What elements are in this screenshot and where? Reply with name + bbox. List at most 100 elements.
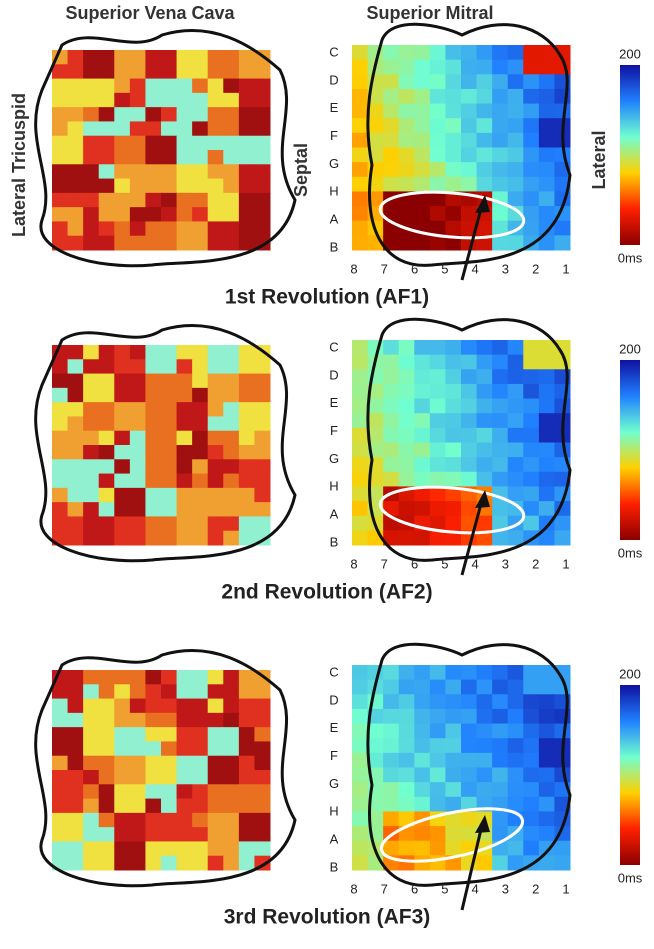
- map-cell: [114, 416, 130, 431]
- map-cell: [254, 741, 270, 756]
- map-cell: [539, 384, 555, 399]
- map-cell: [52, 727, 68, 742]
- map-cell: [83, 359, 99, 374]
- map-cell: [492, 89, 508, 104]
- map-cell: [68, 416, 84, 431]
- map-cell: [208, 699, 224, 714]
- map-cell: [83, 684, 99, 699]
- map-cell: [99, 856, 115, 871]
- map-cell: [492, 413, 508, 428]
- map-cell: [254, 193, 270, 208]
- map-cell: [352, 457, 368, 472]
- map-cell: [223, 756, 239, 771]
- map-cell: [399, 399, 415, 414]
- map-cell: [161, 841, 177, 856]
- map-cell: [223, 359, 239, 374]
- map-cell: [414, 724, 430, 739]
- map-cell: [399, 133, 415, 148]
- map-cell: [523, 724, 539, 739]
- map-cell: [208, 207, 224, 222]
- map-cell: [161, 670, 177, 685]
- map-cell: [177, 799, 193, 814]
- map-cell: [83, 770, 99, 785]
- map-cell: [68, 770, 84, 785]
- map-cell: [239, 784, 255, 799]
- header-left: Superior Vena Cava: [65, 3, 235, 23]
- map-cell: [223, 445, 239, 460]
- map-cell: [414, 399, 430, 414]
- map-cell: [430, 133, 446, 148]
- map-cell: [52, 488, 68, 503]
- map-cell: [539, 74, 555, 89]
- row-label: A: [330, 212, 339, 227]
- map-cell: [208, 827, 224, 842]
- map-cell: [99, 699, 115, 714]
- map-cell: [414, 680, 430, 695]
- map-cell: [445, 104, 461, 119]
- map-cell: [114, 813, 130, 828]
- map-cell: [492, 709, 508, 724]
- map-cell: [177, 727, 193, 742]
- map-cell: [492, 399, 508, 414]
- map-cell: [83, 193, 99, 208]
- map-cell: [508, 60, 524, 75]
- map-cell: [477, 118, 493, 133]
- map-cell: [99, 136, 115, 151]
- map-cell: [83, 79, 99, 94]
- map-cell: [254, 488, 270, 503]
- map-cell: [492, 665, 508, 680]
- map-cell: [508, 724, 524, 739]
- map-cell: [477, 753, 493, 768]
- map-cell: [445, 60, 461, 75]
- map-cell: [223, 93, 239, 108]
- map-cell: [223, 531, 239, 546]
- map-cell: [430, 60, 446, 75]
- map-cell: [145, 770, 161, 785]
- map-cell: [430, 768, 446, 783]
- map-cell: [352, 118, 368, 133]
- map-cell: [239, 813, 255, 828]
- map-cell: [254, 799, 270, 814]
- map-cell: [130, 50, 146, 65]
- map-cell: [399, 162, 415, 177]
- map-cell: [461, 60, 477, 75]
- map-cell: [161, 345, 177, 360]
- map-cell: [83, 221, 99, 236]
- map-cell: [399, 709, 415, 724]
- colorbar-min: 0ms: [618, 870, 643, 885]
- map-cell: [68, 359, 84, 374]
- map-cell: [554, 841, 570, 856]
- col-label: 1: [562, 261, 569, 276]
- col-label: 2: [532, 261, 539, 276]
- map-cell: [208, 164, 224, 179]
- map-cell: [239, 741, 255, 756]
- map-cell: [223, 713, 239, 728]
- map-cell: [130, 841, 146, 856]
- map-cell: [352, 399, 368, 414]
- map-cell: [223, 684, 239, 699]
- map-cell: [192, 236, 208, 251]
- map-cell: [477, 177, 493, 192]
- map-cell: [161, 64, 177, 79]
- map-cell: [192, 856, 208, 871]
- map-cell: [477, 369, 493, 384]
- map-cell: [254, 79, 270, 94]
- map-cell: [192, 799, 208, 814]
- map-cell: [414, 177, 430, 192]
- map-cell: [445, 782, 461, 797]
- map-cell: [130, 150, 146, 165]
- map-cell: [130, 799, 146, 814]
- map-cell: [68, 121, 84, 136]
- map-cell: [414, 369, 430, 384]
- map-cell: [523, 782, 539, 797]
- map-cell: [461, 340, 477, 355]
- map-cell: [414, 530, 430, 545]
- map-cell: [130, 121, 146, 136]
- side-label: Lateral: [589, 130, 609, 189]
- map-cell: [383, 177, 399, 192]
- map-cell: [239, 50, 255, 65]
- map-cell: [68, 699, 84, 714]
- map-cell: [52, 193, 68, 208]
- map-cell: [145, 699, 161, 714]
- map-cell: [192, 713, 208, 728]
